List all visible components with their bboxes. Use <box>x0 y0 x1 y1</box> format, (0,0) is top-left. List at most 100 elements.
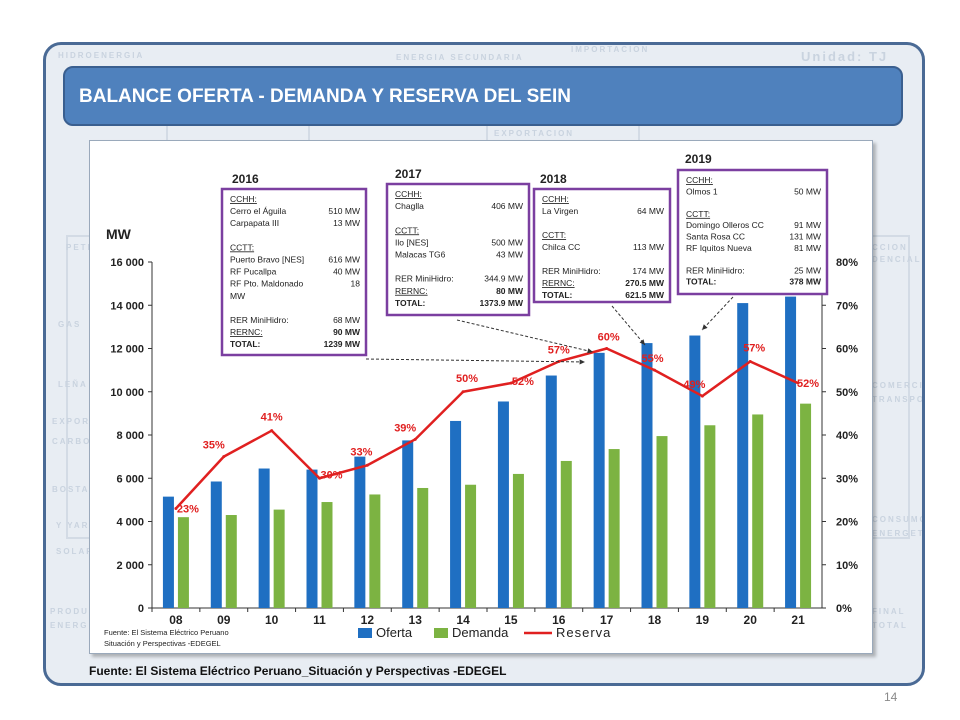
bar-demanda <box>608 449 620 608</box>
chart-source-note: Fuente: El Sistema Eléctrico Peruano <box>104 628 229 637</box>
bar-oferta <box>450 420 462 608</box>
annotation-value: 81 MW <box>794 243 821 253</box>
reserva-point <box>461 390 465 394</box>
annotation-item: RER MiniHidro: <box>542 266 601 276</box>
reserva-data-label: 55% <box>641 353 663 365</box>
annotation-item: CCHH: <box>395 189 422 199</box>
bar-demanda <box>321 502 333 608</box>
annotation-value: 90 MW <box>333 327 361 337</box>
annotation-item: RERNC: <box>542 278 575 288</box>
bg-label: TRANSPORTE <box>872 395 925 404</box>
annotation-year: 2017 <box>395 167 422 181</box>
bar-oferta <box>689 335 701 608</box>
reserva-point <box>509 381 513 385</box>
chart-panel: 0 2 000 4 000 6 000 8 000 10 000 12 000 14 000 1… <box>89 140 873 654</box>
reserva-point <box>653 368 656 372</box>
bg-label: CCION <box>872 243 908 252</box>
annotation-item: TOTAL: <box>686 277 717 287</box>
reserva-point <box>748 359 752 363</box>
bg-label: ENERGIA <box>50 621 101 630</box>
annotation-item: CCTT: <box>230 242 254 252</box>
bar-demanda <box>560 460 572 608</box>
x-tick-label: 18 <box>648 613 662 627</box>
y-tick-label: 16 000 <box>110 257 144 269</box>
annotation-item: RER MiniHidro: <box>395 274 454 284</box>
annotation-value: 344.9 MW <box>484 274 523 284</box>
annotation-item: Chaglla <box>395 201 424 211</box>
annotation-item: CCTT: <box>395 225 419 235</box>
legend-label-demanda: Demanda <box>452 625 509 640</box>
annotation-year: 2019 <box>685 152 712 166</box>
bar-oferta <box>162 496 174 608</box>
x-tick-label: 15 <box>504 613 518 627</box>
bg-label: FINAL <box>872 607 906 616</box>
source-caption: Fuente: El Sistema Eléctrico Peruano_Sit… <box>89 664 507 678</box>
bar-demanda <box>704 425 716 608</box>
bar-oferta <box>545 375 557 608</box>
y2-tick-label: 20% <box>836 517 858 529</box>
reserva-point <box>605 347 609 350</box>
x-tick-label: 14 <box>456 613 470 627</box>
annotation-box <box>385 182 531 317</box>
annotation-arrowhead <box>702 324 708 330</box>
bar-oferta <box>306 469 318 608</box>
legend-label-reserva: Reserva <box>556 625 611 640</box>
reserva-point <box>365 463 369 467</box>
reserva-point <box>270 429 274 433</box>
reserva-data-label: 50% <box>456 373 478 385</box>
x-tick-label: 09 <box>217 613 231 627</box>
y2-tick-label: 50% <box>836 387 858 399</box>
annotation-value: 91 MW <box>794 220 821 230</box>
annotation-item: TOTAL: <box>395 298 426 308</box>
reserva-data-label: 52% <box>512 376 534 388</box>
annotation-value: 25 MW <box>794 265 821 275</box>
bar-oferta <box>402 440 414 608</box>
bg-label: EXPORTACION <box>494 129 575 138</box>
annotation-leader <box>456 319 594 353</box>
annotation-box <box>676 168 829 296</box>
annotation-value: 68 MW <box>333 315 360 325</box>
y-tick-label: 4 000 <box>116 517 144 529</box>
reserva-data-label: 39% <box>394 422 416 434</box>
x-tick-label: 19 <box>696 613 710 627</box>
y-axis-title: MW <box>106 226 132 242</box>
bar-oferta <box>641 343 653 608</box>
annotation-year: 2016 <box>232 172 259 186</box>
annotation-item: RF Pucallpa <box>230 267 277 277</box>
annotation-item: Domingo Olleros CC <box>686 220 764 230</box>
annotation-leader <box>701 296 734 331</box>
page-number: 14 <box>884 690 898 704</box>
reserva-data-label: 33% <box>350 446 372 458</box>
annotation-item: RER MiniHidro: <box>230 315 289 325</box>
bg-label: HIDROENERGIA <box>58 51 145 60</box>
x-tick-label: 17 <box>600 613 614 627</box>
reserva-point <box>796 381 800 385</box>
y2-tick-label: 40% <box>836 430 858 442</box>
annotation-item: Ilo [NES] <box>395 237 429 247</box>
x-tick-label: 12 <box>361 613 375 627</box>
bg-label: SOLAR <box>56 547 94 556</box>
reserva-data-label: 57% <box>548 344 570 356</box>
annotation-value: 406 MW <box>491 201 523 211</box>
legend-swatch-demanda <box>434 628 448 638</box>
annotation-leader <box>611 305 646 346</box>
annotation-leader <box>365 358 586 363</box>
annotation-value: 80 MW <box>496 286 524 296</box>
annotation-item: Santa Rosa CC <box>686 232 745 242</box>
y-tick-label: 0 <box>138 603 144 615</box>
y2-tick-label: 0% <box>836 603 852 615</box>
annotation-item: RERNC: <box>395 286 428 296</box>
bar-demanda <box>369 494 381 608</box>
bar-oferta <box>593 352 605 608</box>
bg-label: BOSTA <box>52 485 90 494</box>
annotation-item: CCHH: <box>230 194 257 204</box>
annotation-box <box>220 187 368 357</box>
x-tick-label: 20 <box>744 613 758 627</box>
bg-label: Unidad: TJ <box>801 49 889 64</box>
reserva-data-label: 30% <box>320 469 342 481</box>
bg-label: CONSUMO <box>872 515 925 524</box>
annotation-item: CCTT: <box>686 209 710 219</box>
bar-oferta <box>785 296 797 608</box>
y2-tick-label: 70% <box>836 300 858 312</box>
bar-oferta <box>497 401 509 608</box>
